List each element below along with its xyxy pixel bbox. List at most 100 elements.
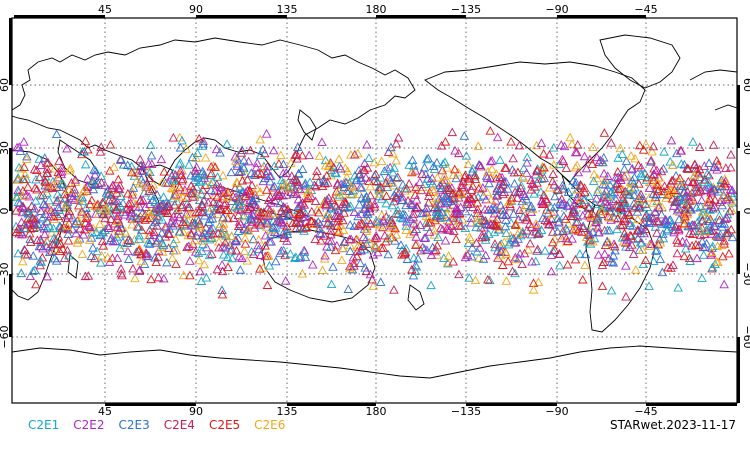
observation-triangle — [385, 232, 396, 241]
observation-triangle — [666, 135, 677, 145]
observation-triangle — [672, 248, 683, 258]
observation-triangle — [621, 156, 632, 165]
observation-triangle — [106, 190, 117, 199]
observation-triangle — [62, 197, 73, 206]
observation-triangle — [568, 176, 579, 185]
observation-triangle — [249, 223, 260, 232]
observation-triangle — [275, 198, 286, 208]
observation-triangle — [581, 163, 592, 173]
observation-triangle — [397, 191, 407, 201]
observation-triangle — [369, 199, 380, 208]
observation-triangle — [558, 226, 568, 235]
observation-triangle — [628, 234, 639, 244]
axis-bar-segment — [9, 18, 12, 85]
axis-bar-segment — [105, 403, 196, 406]
tick-label: 0 — [741, 208, 750, 215]
observation-triangle — [112, 253, 123, 262]
observation-triangle — [311, 181, 321, 191]
observation-triangle — [88, 242, 98, 252]
observation-triangle — [430, 215, 440, 225]
observation-triangle — [671, 170, 681, 180]
observation-triangle — [534, 228, 544, 237]
observation-triangle — [28, 251, 39, 260]
observation-triangle — [437, 165, 448, 175]
tick-label: 45 — [98, 405, 112, 418]
observation-triangle — [223, 262, 233, 272]
observation-triangle — [690, 159, 700, 168]
observation-triangle — [597, 281, 608, 290]
observation-triangle — [260, 173, 270, 183]
observation-triangle — [183, 216, 194, 225]
observation-triangle — [231, 192, 241, 201]
observation-triangle — [195, 266, 205, 276]
observation-triangle — [498, 209, 508, 219]
observation-triangle — [24, 228, 35, 238]
observation-triangle — [559, 183, 570, 193]
observation-triangle — [435, 185, 445, 194]
observation-triangle — [427, 242, 438, 252]
observation-triangle — [100, 180, 110, 190]
observation-triangle — [181, 144, 191, 153]
observation-triangle — [14, 162, 24, 172]
observation-triangle — [554, 260, 565, 270]
observation-triangle — [206, 168, 217, 178]
observation-triangle — [444, 216, 454, 226]
observation-triangle — [262, 280, 273, 289]
observation-triangle — [438, 159, 448, 168]
observation-triangle — [479, 216, 489, 225]
observation-triangle — [175, 142, 186, 152]
observation-triangle — [371, 233, 382, 242]
observation-triangle — [125, 204, 136, 214]
observation-triangle — [697, 207, 708, 216]
observation-triangle — [401, 216, 412, 226]
observation-triangle — [605, 188, 616, 197]
observation-triangle — [451, 189, 461, 199]
observation-triangle — [612, 213, 623, 223]
observation-triangle — [115, 201, 126, 210]
observation-triangle — [168, 183, 178, 193]
observation-triangle — [302, 193, 312, 203]
observation-triangle — [174, 212, 184, 222]
observation-triangle — [156, 154, 167, 164]
observation-triangle — [642, 202, 652, 211]
observation-triangle — [424, 227, 435, 236]
observation-triangle — [710, 218, 720, 227]
observation-triangle — [234, 196, 245, 206]
observation-triangle — [95, 147, 106, 156]
observation-triangle — [540, 215, 550, 225]
tick-label: −45 — [634, 405, 657, 418]
observation-triangle — [484, 178, 494, 188]
observation-triangle — [237, 175, 248, 185]
observation-triangle — [148, 179, 158, 189]
observation-triangle — [323, 235, 334, 245]
observation-triangle — [409, 253, 419, 262]
observation-triangle — [361, 226, 372, 235]
observation-triangle — [144, 239, 155, 248]
observation-triangle — [390, 223, 400, 233]
observation-triangle — [489, 208, 500, 218]
observation-triangle — [44, 221, 55, 231]
observation-triangle — [485, 156, 496, 166]
observation-triangle — [207, 213, 218, 223]
observation-triangle — [116, 155, 126, 164]
observation-triangle — [319, 176, 330, 186]
observation-triangle — [668, 175, 678, 185]
observation-triangle — [294, 223, 305, 233]
observation-triangle — [671, 148, 682, 158]
observation-triangle — [364, 153, 374, 162]
observation-triangle — [599, 189, 609, 199]
observation-triangle — [507, 192, 517, 202]
observation-triangle — [641, 139, 651, 149]
observation-triangle — [201, 242, 212, 252]
axis-bars — [9, 15, 740, 406]
observation-triangle — [314, 207, 324, 217]
observation-triangle — [620, 214, 631, 224]
observation-triangle — [313, 217, 324, 226]
observation-triangle — [490, 239, 500, 248]
observation-triangle — [572, 140, 583, 149]
observation-triangle — [61, 213, 71, 222]
observation-triangle — [527, 256, 537, 266]
observation-triangle — [422, 154, 432, 164]
observation-triangle — [325, 158, 336, 167]
observation-triangle — [454, 187, 465, 196]
